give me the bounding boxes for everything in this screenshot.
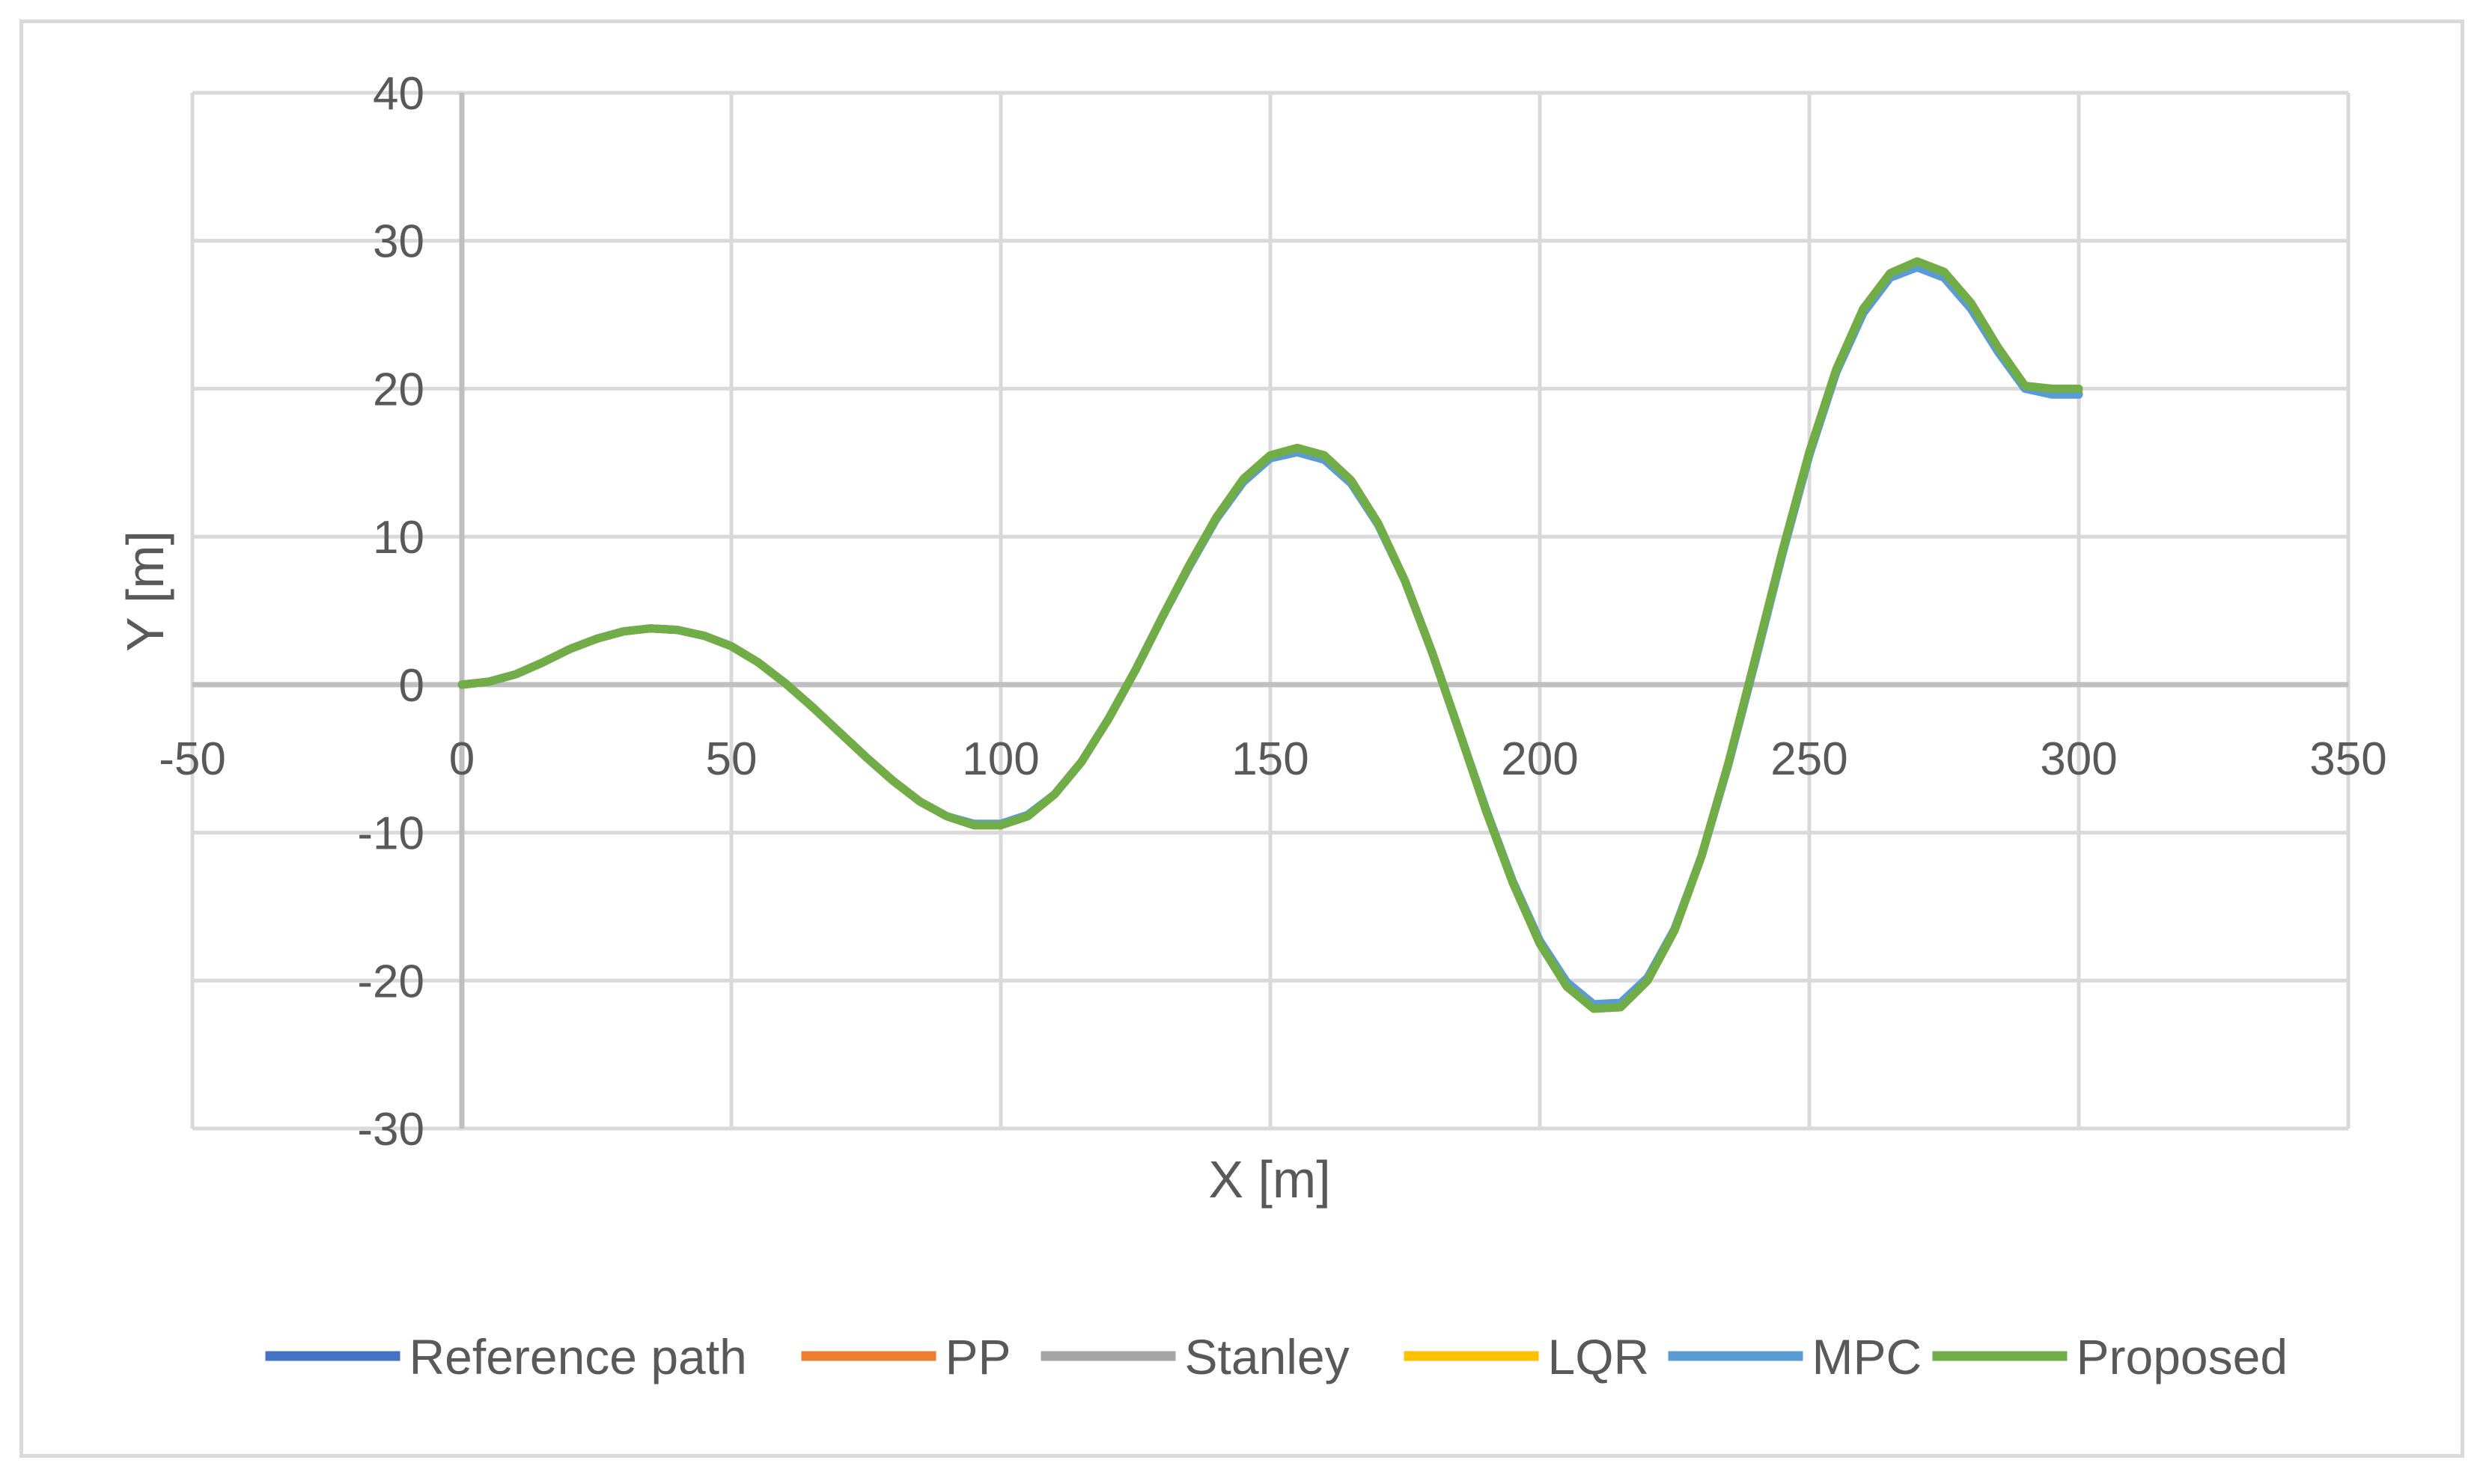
x-tick-label: 250 <box>1770 733 1847 785</box>
y-tick-label: 40 <box>373 68 424 120</box>
legend-label: Stanley <box>1185 1329 1350 1384</box>
x-tick-label: 350 <box>2309 733 2386 785</box>
x-axis-title: X [m] <box>1208 1150 1330 1209</box>
y-tick-label: -30 <box>357 1104 424 1155</box>
x-tick-label: 300 <box>2040 733 2117 785</box>
grid-layer <box>190 91 2351 1131</box>
series-line <box>457 257 2083 1013</box>
y-tick-label: -10 <box>357 808 424 860</box>
y-tick-label: 20 <box>373 364 424 415</box>
x-tick-label: 50 <box>706 733 758 785</box>
legend-label: MPC <box>1812 1329 1922 1384</box>
x-tick-label: 100 <box>962 733 1039 785</box>
y-tick-label: 30 <box>373 216 424 268</box>
series-layer <box>457 257 2083 1013</box>
legend-label: PP <box>945 1329 1011 1384</box>
x-tick-label: 150 <box>1231 733 1308 785</box>
legend-label: Reference path <box>409 1329 747 1384</box>
legend-label: Proposed <box>2077 1329 2288 1384</box>
y-tick-label: 0 <box>399 660 424 712</box>
legend: Reference path PP Stanley LQR MPC Proposed <box>265 1329 2288 1384</box>
y-axis-title: Y [m] <box>116 531 174 652</box>
x-tick-label: 0 <box>449 733 475 785</box>
x-tick-label: 200 <box>1501 733 1578 785</box>
y-tick-label: -20 <box>357 956 424 1007</box>
chart-frame <box>19 19 2464 1458</box>
x-tick-label: -50 <box>159 733 226 785</box>
axis-layer <box>192 93 2348 1129</box>
y-tick-label: 10 <box>373 512 424 564</box>
legend-label: LQR <box>1548 1329 1650 1384</box>
tick-layer: -30 -20 -10 0 10 20 30 40 -50 0 50 100 150 200 250 300 3… <box>159 68 2387 1155</box>
